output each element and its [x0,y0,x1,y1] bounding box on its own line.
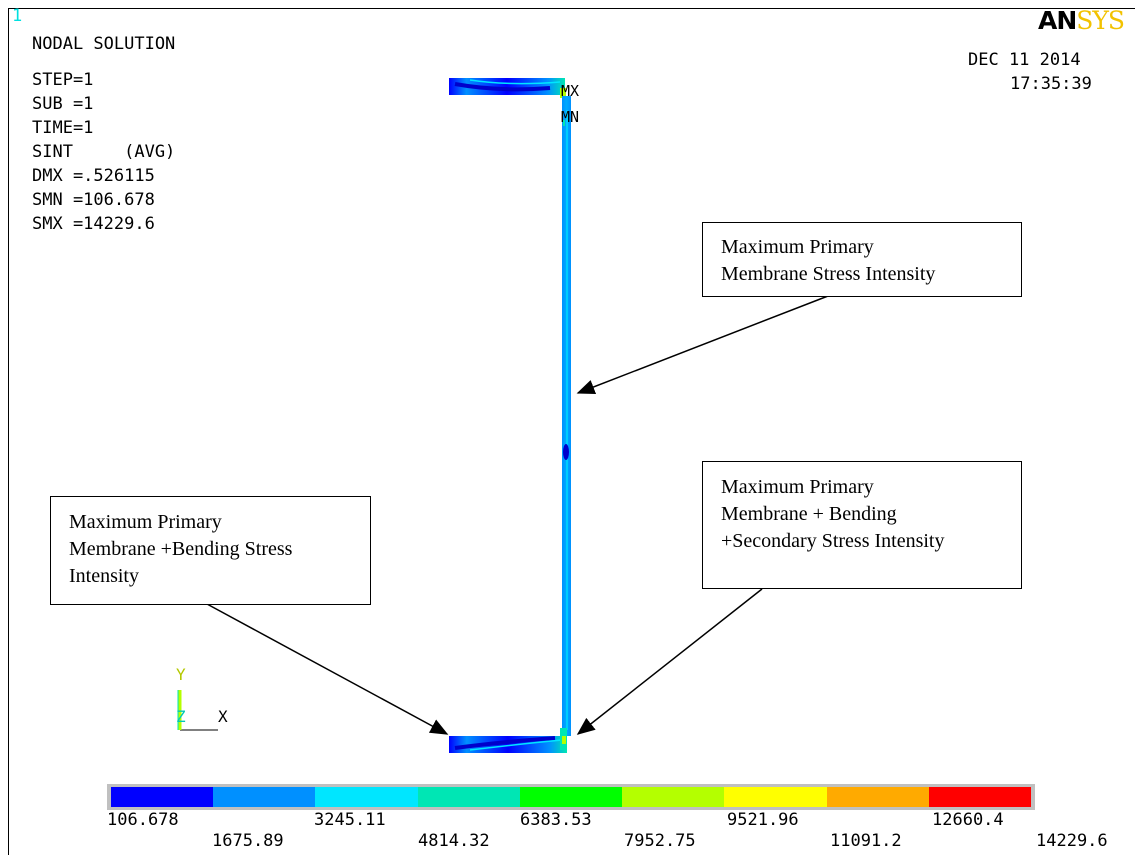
bottom-flange [449,728,567,753]
callout-membrane-bending-stress: Maximum Primary Membrane +Bending Stress… [50,496,371,605]
callout-line: Membrane Stress Intensity [721,263,936,285]
arrow-membrane-bending [206,603,449,735]
info-dmx: DMX =.526115 [32,166,155,186]
callout-line: Maximum Primary [721,236,874,258]
legend-label: 12660.4 [932,810,1004,830]
legend-color-segment [111,787,214,807]
ansys-logo: ANSYS [1038,6,1125,35]
legend-label: 6383.53 [520,810,592,830]
plot-time: 17:35:39 [1010,74,1092,94]
callout-line: Maximum Primary [69,511,222,533]
legend-color-segment [724,787,827,807]
legend-color-segment [417,787,520,807]
info-smn: SMN =106.678 [32,190,155,210]
max-marker: MX [561,82,580,100]
web [562,96,571,736]
callout-line: Intensity [69,565,139,587]
callout-line: Maximum Primary [721,476,874,498]
contour-legend-bar [107,784,1035,810]
arrow-membrane [576,295,829,395]
legend-label: 1675.89 [212,831,284,851]
legend-color-segment [826,787,929,807]
info-sub: SUB =1 [32,94,94,114]
coordinate-triad [177,690,218,731]
legend-label: 4814.32 [418,831,490,851]
legend-color-segment [622,787,725,807]
legend-label: 7952.75 [624,831,696,851]
legend-label: 3245.11 [314,810,386,830]
callout-membrane-stress: Maximum Primary Membrane Stress Intensit… [702,222,1022,297]
callout-line: +Secondary Stress Intensity [721,530,945,552]
legend-label: 11091.2 [830,831,902,851]
callout-secondary-stress: Maximum Primary Membrane + Bending +Seco… [702,461,1022,589]
arrow-secondary [576,588,763,735]
legend-label: 106.678 [107,810,179,830]
info-step: STEP=1 [32,70,94,90]
info-smx: SMX =14229.6 [32,214,155,234]
triad-x-label: X [218,707,228,726]
legend-label: 9521.96 [727,810,799,830]
triad-z-label: Z [176,707,186,726]
legend-color-segment [315,787,418,807]
callout-line: Membrane + Bending [721,503,897,525]
result-title: NODAL SOLUTION [32,34,176,54]
legend-color-segment [519,787,623,807]
legend-label: 14229.6 [1036,831,1108,851]
min-marker: MN [561,108,580,126]
plot-date: DEC 11 2014 [968,50,1081,70]
triad-y-label: Y [176,665,186,684]
window-number: 1 [12,6,23,26]
info-sint: SINT (AVG) [32,142,176,162]
graphics-window-frame [8,8,1135,855]
info-time: TIME=1 [32,118,94,138]
top-flange [449,78,566,98]
legend-color-segment [928,787,1031,807]
callout-line: Membrane +Bending Stress [69,538,293,560]
legend-color-segment [213,787,316,807]
